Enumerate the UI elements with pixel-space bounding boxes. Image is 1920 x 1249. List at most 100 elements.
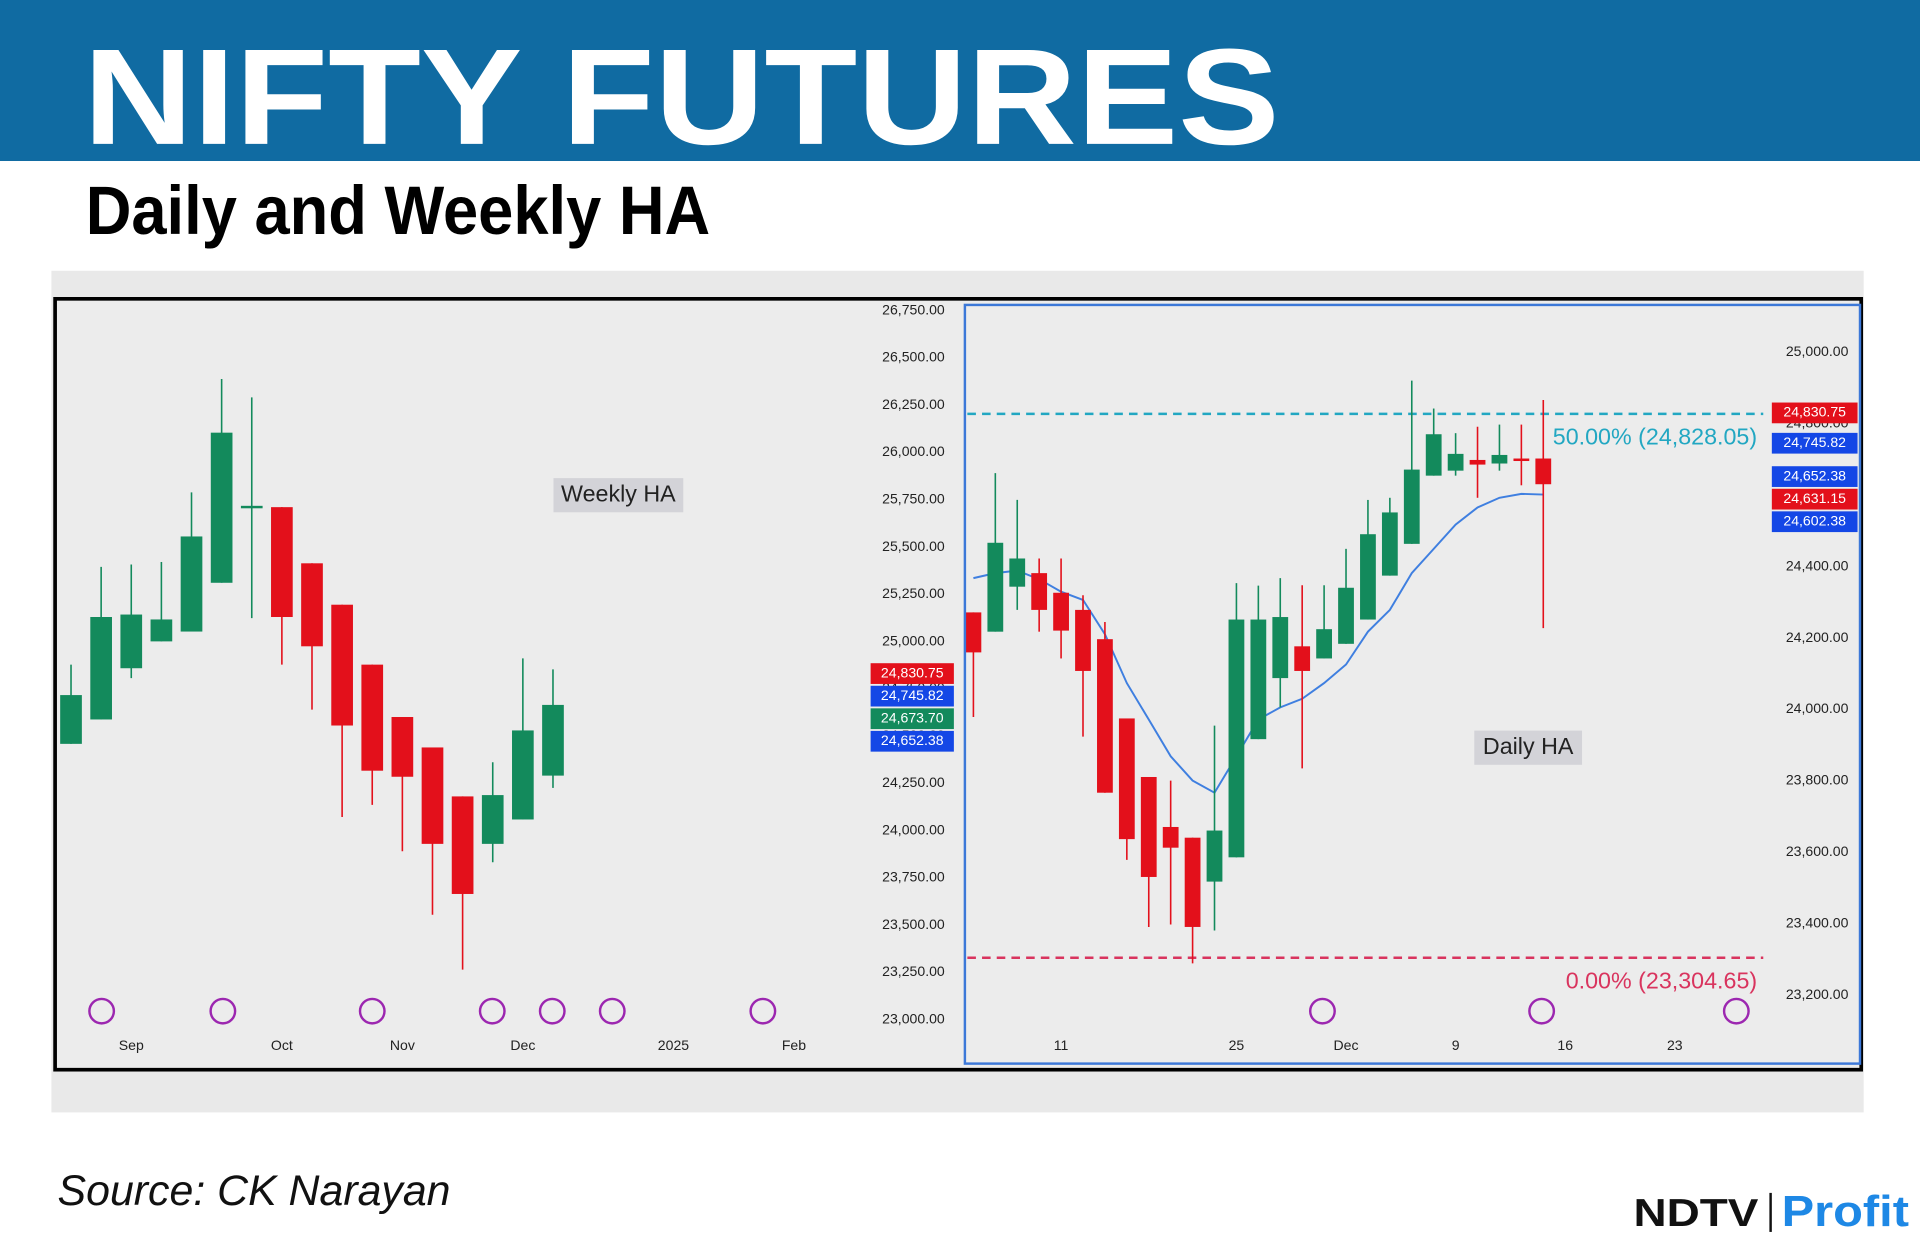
candle-body — [1031, 573, 1048, 610]
y-tick-label: 26,750.00 — [882, 301, 945, 317]
candle-body — [1294, 646, 1311, 671]
x-tick-label: Feb — [782, 1037, 806, 1053]
candle-body — [1206, 830, 1223, 882]
y-tick-label: 26,250.00 — [882, 396, 945, 412]
x-tick-label: Dec — [510, 1037, 535, 1053]
candle-body — [1250, 619, 1267, 740]
y-tick-label: 25,250.00 — [882, 585, 945, 601]
x-tick-label: 16 — [1557, 1037, 1573, 1053]
candle-body — [1403, 469, 1420, 544]
y-tick-label: 24,250.00 — [882, 774, 945, 790]
y-tick-label: 23,200.00 — [1786, 986, 1849, 1002]
y-tick-label: 25,000.00 — [1786, 343, 1849, 359]
candle-body — [1360, 534, 1376, 620]
y-tick-label: 24,400.00 — [1786, 557, 1849, 573]
price-tag-label: 24,830.75 — [1783, 404, 1846, 420]
brand-sub: Profit — [1782, 1187, 1910, 1236]
price-tag-label: 24,745.82 — [881, 687, 944, 703]
event-icon — [598, 997, 626, 1025]
annotation: Weekly HA — [561, 480, 676, 506]
candle-body — [1316, 629, 1332, 659]
candle-body — [481, 795, 504, 844]
candle-body — [1535, 458, 1552, 485]
candle-body — [210, 432, 233, 583]
x-tick-label: Oct — [271, 1037, 293, 1053]
x-tick-label: Nov — [390, 1037, 415, 1053]
y-tick-label: 26,500.00 — [882, 349, 945, 365]
candle-body — [1381, 512, 1398, 576]
price-tag-label: 24,631.15 — [1783, 490, 1846, 506]
y-tick-label: 24,000.00 — [1786, 700, 1849, 716]
candle-body — [361, 664, 384, 771]
y-tick-label: 23,400.00 — [1786, 914, 1849, 930]
y-tick-label: 23,800.00 — [1786, 772, 1849, 788]
event-icon — [1308, 997, 1336, 1025]
annotation: Daily HA — [1483, 733, 1574, 759]
x-tick-label: Dec — [1334, 1037, 1359, 1053]
candle-body — [1513, 458, 1530, 462]
x-tick-label: 23 — [1667, 1037, 1683, 1053]
daily-frame — [963, 303, 1862, 1065]
price-tag — [870, 685, 954, 707]
y-tick-label: 24,000.00 — [882, 821, 945, 837]
candle-body — [90, 616, 112, 720]
price-tag — [1771, 402, 1858, 424]
event-icons — [88, 997, 1750, 1025]
candle-body — [1140, 776, 1157, 877]
candle-body — [271, 507, 293, 617]
y-tick-label: 24,200.00 — [1786, 629, 1849, 645]
source: Source: CK Narayan — [58, 1167, 451, 1215]
candle-body — [60, 695, 82, 744]
price-tag — [870, 730, 954, 752]
price-tag-label: 24,652.38 — [881, 732, 944, 748]
candle-body — [421, 747, 444, 844]
candle-body — [1272, 617, 1289, 679]
annotation-box — [553, 478, 684, 513]
y-tick-label: 25,000.00 — [882, 632, 945, 648]
y-tick-label: 26,000.00 — [882, 443, 945, 459]
event-icon — [538, 997, 566, 1025]
candle-body — [1425, 434, 1442, 476]
y-tick-label: 23,500.00 — [882, 916, 945, 932]
candle-body — [987, 542, 1004, 632]
candle-body — [1447, 453, 1464, 471]
y-tick-label: 23,600.00 — [1786, 843, 1849, 859]
price-tag — [870, 708, 954, 730]
candle-body — [1075, 609, 1091, 671]
charts: 23,000.00 23,250.00 23,500.00 23,750.00 24,0… — [60, 301, 1858, 1053]
event-icon — [1528, 997, 1556, 1025]
price-tag — [1771, 488, 1858, 510]
candle-body — [180, 536, 203, 632]
x-tick-label: Sep — [119, 1037, 144, 1053]
chart-frame — [53, 297, 1864, 1072]
event-icon — [1722, 997, 1750, 1025]
candle-body — [542, 704, 564, 776]
candle-body — [1118, 718, 1135, 840]
banner — [0, 0, 1920, 162]
price-tag — [1771, 432, 1858, 454]
subtitle: Daily and Weekly HA — [86, 172, 710, 249]
candle-body — [301, 563, 323, 647]
price-tag-label: 24,652.38 — [1783, 467, 1846, 483]
y-tick-label: 23,000.00 — [882, 1010, 945, 1026]
level-label: 0.00% (23,304.65) — [1566, 967, 1757, 993]
candle-body — [965, 612, 982, 653]
candle-body — [150, 619, 173, 642]
candle-body — [1228, 619, 1245, 858]
candle-body — [331, 604, 353, 726]
title: NIFTY FUTURES — [83, 21, 1279, 174]
price-tag — [1771, 511, 1858, 533]
y-tick-label: 23,250.00 — [882, 963, 945, 979]
y-tick-label: 23,750.00 — [882, 869, 945, 885]
event-icon — [209, 997, 237, 1025]
candle-body — [120, 614, 143, 669]
x-tick-label: 2025 — [658, 1037, 689, 1053]
candle-body — [1491, 454, 1508, 464]
price-tag — [870, 663, 954, 684]
x-tick-label: 11 — [1054, 1037, 1069, 1053]
y-tick-label: 25,500.00 — [882, 538, 945, 554]
candle-body — [451, 796, 474, 894]
candle-body — [1184, 837, 1201, 927]
